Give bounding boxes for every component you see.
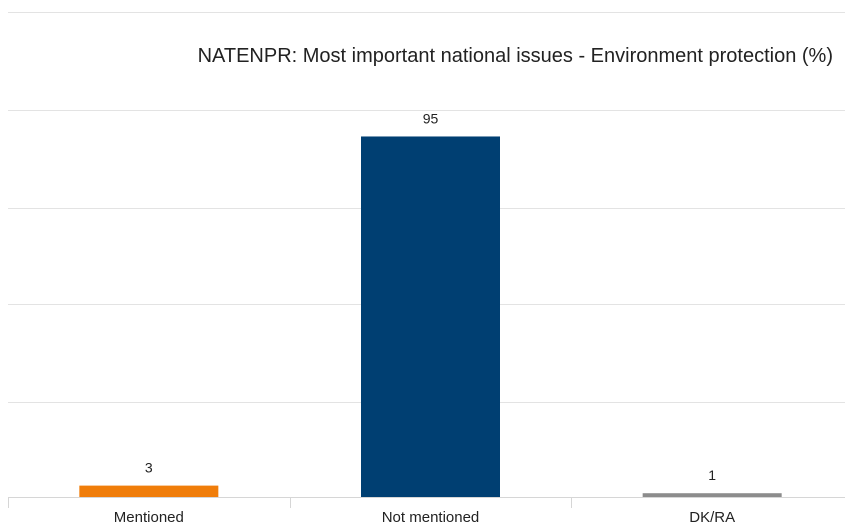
x-tick-label: DK/RA bbox=[689, 509, 735, 526]
bar-mentioned bbox=[79, 485, 219, 497]
data-label: 95 bbox=[423, 110, 439, 126]
data-labels: 3 95 1 bbox=[145, 110, 716, 483]
bars bbox=[79, 136, 782, 497]
data-label: 3 bbox=[145, 460, 153, 476]
bar-not-mentioned bbox=[361, 136, 500, 497]
bar-dk-ra bbox=[642, 493, 782, 497]
x-tick-label: Not mentioned bbox=[382, 509, 480, 526]
x-axis-ticks bbox=[8, 497, 572, 508]
x-axis-labels: Mentioned Not mentioned DK/RA bbox=[114, 509, 735, 526]
data-label: 1 bbox=[708, 467, 716, 483]
chart-title: NATENPR: Most important national issues … bbox=[198, 45, 833, 67]
x-tick-label: Mentioned bbox=[114, 509, 184, 526]
